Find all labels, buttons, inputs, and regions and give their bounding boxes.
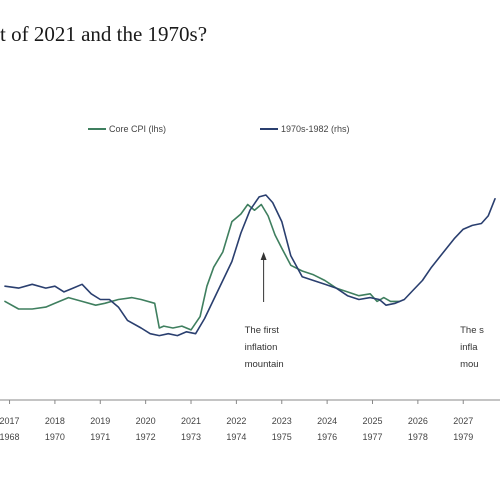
annotations: The first inflation mountain The s infla mou — [245, 252, 484, 370]
x-tick-label-bottom: 1974 — [226, 432, 246, 442]
x-tick-label-top: 2023 — [272, 416, 292, 426]
legend-label-2: 1970s-1982 (rhs) — [281, 124, 350, 134]
chart-legend: Core CPI (lhs) 1970s-1982 (rhs) — [88, 124, 350, 134]
series-line-2 — [4, 194, 496, 337]
x-tick-label-bottom: 1978 — [408, 432, 428, 442]
x-tick-label-top: 2017 — [0, 416, 20, 426]
annotation-text: inflation — [245, 342, 278, 353]
annotation-text: infla — [460, 342, 478, 353]
x-axis: 2017 1968 2018 1970 2019 1971 2020 1972 2021 1973… — [0, 399, 500, 442]
chart-title: t of 2021 and the 1970s? — [0, 22, 208, 46]
annotation-text: The first — [245, 325, 280, 336]
x-tick-label-bottom: 1970 — [45, 432, 65, 442]
series-layer — [4, 194, 496, 337]
x-tick-label-bottom: 1971 — [90, 432, 110, 442]
annotation-arrow-head — [260, 252, 267, 260]
series-line-1 — [4, 203, 401, 331]
x-tick-label-top: 2024 — [317, 416, 337, 426]
x-tick-label-bottom: 1968 — [0, 432, 20, 442]
x-tick-label-top: 2018 — [45, 416, 65, 426]
annotation-text: The s — [460, 325, 484, 336]
x-tick-label-top: 2026 — [408, 416, 428, 426]
x-tick-label-bottom: 1977 — [362, 432, 382, 442]
x-tick-label-bottom: 1976 — [317, 432, 337, 442]
annotation-text: mou — [460, 359, 478, 370]
x-tick-label-bottom: 1972 — [136, 432, 156, 442]
x-tick-label-top: 2025 — [362, 416, 382, 426]
x-tick-label-top: 2019 — [90, 416, 110, 426]
x-tick-label-bottom: 1973 — [181, 432, 201, 442]
legend-label-1: Core CPI (lhs) — [109, 124, 166, 134]
x-tick-label-top: 2020 — [136, 416, 156, 426]
annotation-text: mountain — [245, 359, 284, 370]
x-tick-label-top: 2021 — [181, 416, 201, 426]
x-tick-label-bottom: 1979 — [453, 432, 473, 442]
x-tick-label-top: 2022 — [226, 416, 246, 426]
x-tick-label-bottom: 1975 — [272, 432, 292, 442]
x-tick-label-top: 2027 — [453, 416, 473, 426]
